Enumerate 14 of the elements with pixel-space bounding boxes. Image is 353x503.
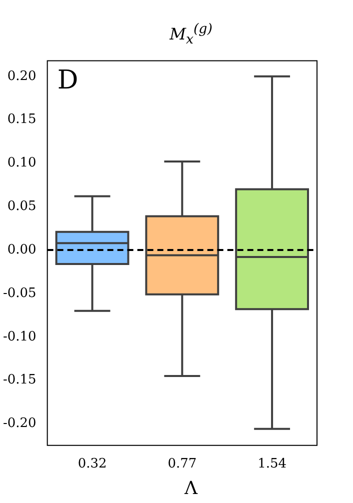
y-tick-label: 0.10 [7, 156, 36, 171]
y-tick-label: 0.05 [7, 199, 36, 214]
y-tick-label: -0.20 [2, 416, 36, 432]
y-tick-label: 0.20 [7, 68, 36, 84]
annotation: D [57, 66, 78, 96]
y-tick-label: 0.15 [7, 112, 36, 128]
x-axis-title: Λ [183, 478, 199, 499]
y-tick-label: 0.00 [7, 242, 36, 258]
x-tick-label: 0.77 [168, 456, 197, 472]
y-tick-label: -0.15 [2, 372, 36, 388]
y-tick-label: -0.10 [2, 329, 36, 344]
y-tick-label: -0.05 [2, 286, 36, 301]
x-tick-label: 0.32 [78, 456, 107, 472]
x-tick-label: 1.54 [258, 456, 287, 472]
